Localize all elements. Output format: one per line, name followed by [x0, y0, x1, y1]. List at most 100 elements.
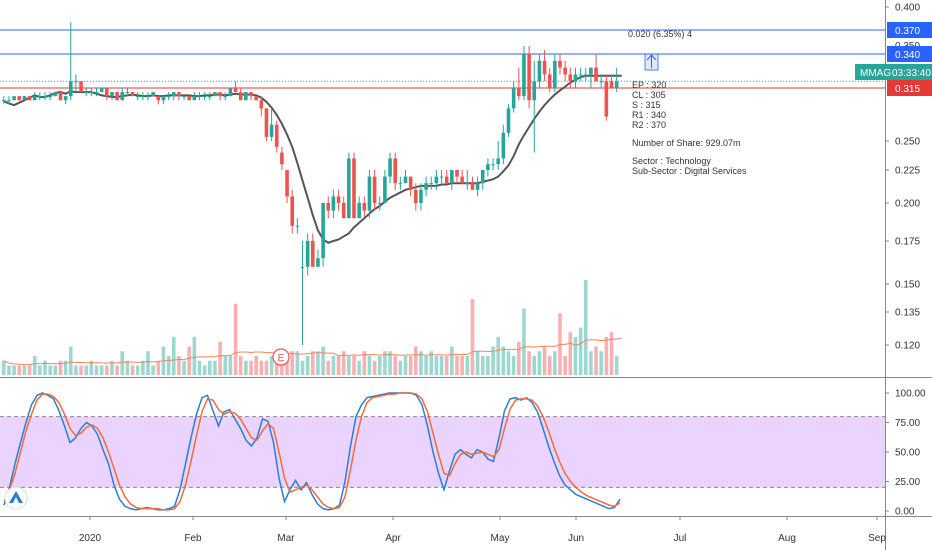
- candle[interactable]: [408, 176, 413, 197]
- candle[interactable]: [311, 233, 315, 267]
- candle[interactable]: [300, 241, 305, 345]
- candle[interactable]: [89, 88, 94, 97]
- candle[interactable]: [285, 170, 289, 203]
- candle[interactable]: [568, 67, 573, 88]
- candle[interactable]: [434, 170, 439, 190]
- candle[interactable]: [197, 92, 202, 101]
- candle[interactable]: [465, 170, 470, 190]
- candle[interactable]: [614, 67, 619, 93]
- candle[interactable]: [486, 158, 490, 177]
- candle[interactable]: [187, 96, 191, 101]
- candle[interactable]: [501, 124, 506, 165]
- candle[interactable]: [439, 170, 444, 184]
- candle[interactable]: [316, 249, 320, 267]
- candle[interactable]: [218, 92, 222, 101]
- candle[interactable]: [522, 46, 526, 101]
- symbol-tag[interactable]: MMAG 03:33:40: [855, 64, 932, 80]
- candle[interactable]: [470, 176, 475, 190]
- candle[interactable]: [233, 81, 238, 93]
- candle[interactable]: [326, 196, 331, 219]
- candle[interactable]: [480, 170, 485, 190]
- candle[interactable]: [599, 74, 603, 88]
- candle[interactable]: [547, 67, 552, 93]
- candle[interactable]: [377, 196, 382, 211]
- candle[interactable]: [511, 81, 516, 113]
- candle[interactable]: [74, 74, 78, 93]
- candle[interactable]: [12, 96, 16, 101]
- candle[interactable]: [238, 88, 243, 101]
- price-tags[interactable]: 0.370 0.340 0.315: [887, 22, 932, 96]
- candle[interactable]: [517, 67, 521, 101]
- candle[interactable]: [331, 189, 336, 219]
- candle[interactable]: [38, 92, 42, 101]
- candle[interactable]: [223, 92, 228, 101]
- price-axis[interactable]: 0.400 0.250 0.225 0.200 0.175 0.150 0.135 0.120: [885, 3, 920, 352]
- candle[interactable]: [403, 170, 408, 184]
- candle[interactable]: [506, 104, 511, 137]
- horizontal-levels[interactable]: [0, 29, 885, 89]
- candle[interactable]: [7, 96, 11, 105]
- price-tag-blue[interactable]: 0.370: [887, 22, 932, 38]
- candle[interactable]: [594, 54, 598, 82]
- candle[interactable]: [208, 92, 212, 101]
- candle[interactable]: [151, 92, 155, 97]
- candle[interactable]: [63, 96, 68, 105]
- candle[interactable]: [202, 92, 207, 101]
- candle[interactable]: [213, 92, 217, 97]
- candle[interactable]: [305, 233, 310, 276]
- candle[interactable]: [383, 170, 387, 203]
- time-axis[interactable]: 2020 Feb Mar Apr May Jun Jul Aug Sep: [79, 516, 886, 544]
- candle[interactable]: [583, 67, 588, 82]
- candle[interactable]: [609, 74, 614, 88]
- candle[interactable]: [171, 92, 176, 101]
- candle[interactable]: [94, 88, 99, 97]
- candle[interactable]: [347, 152, 351, 219]
- tradingview-logo-icon[interactable]: [4, 486, 28, 510]
- candle[interactable]: [444, 170, 449, 184]
- candle[interactable]: [244, 92, 248, 101]
- candle[interactable]: [496, 141, 500, 170]
- candle[interactable]: [604, 74, 609, 121]
- candle[interactable]: [578, 67, 583, 82]
- candle[interactable]: [357, 196, 361, 219]
- candle[interactable]: [135, 92, 140, 101]
- earnings-marker[interactable]: E: [272, 348, 290, 366]
- candle[interactable]: [182, 96, 186, 101]
- candle[interactable]: [429, 176, 434, 190]
- candle[interactable]: [280, 146, 284, 170]
- candle[interactable]: [141, 92, 145, 101]
- candle[interactable]: [22, 96, 27, 101]
- candle[interactable]: [424, 176, 428, 197]
- candle[interactable]: [367, 170, 372, 219]
- candle[interactable]: [68, 22, 73, 101]
- candle[interactable]: [460, 170, 464, 184]
- candle[interactable]: [259, 96, 264, 117]
- candle[interactable]: [156, 96, 161, 105]
- candle[interactable]: [573, 67, 578, 88]
- candle[interactable]: [475, 176, 480, 197]
- candle[interactable]: [43, 92, 47, 101]
- candle[interactable]: [84, 88, 88, 97]
- candle[interactable]: [352, 152, 356, 219]
- candle[interactable]: [48, 92, 52, 101]
- candle[interactable]: [2, 96, 6, 105]
- candle[interactable]: [274, 120, 279, 153]
- candle[interactable]: [532, 60, 537, 153]
- candle[interactable]: [110, 92, 114, 101]
- candles[interactable]: [2, 22, 619, 345]
- candle[interactable]: [372, 170, 377, 211]
- candle[interactable]: [254, 96, 258, 101]
- candle[interactable]: [264, 108, 269, 141]
- candle[interactable]: [414, 183, 418, 211]
- candle[interactable]: [553, 54, 557, 93]
- candle[interactable]: [537, 54, 542, 88]
- candle[interactable]: [228, 88, 233, 97]
- candle[interactable]: [336, 189, 341, 211]
- candle[interactable]: [79, 81, 83, 93]
- candle[interactable]: [120, 88, 125, 101]
- candle[interactable]: [290, 189, 294, 234]
- candle[interactable]: [362, 196, 367, 219]
- price-tag-red[interactable]: 0.315: [887, 80, 932, 96]
- candle[interactable]: [32, 92, 37, 101]
